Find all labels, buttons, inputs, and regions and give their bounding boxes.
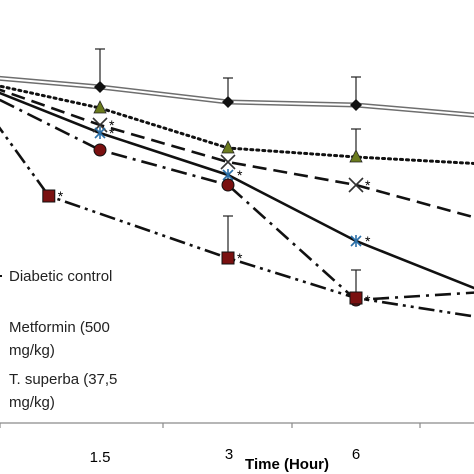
marker-diamond [350,99,362,111]
legend-entry: Diabetic control [9,268,112,285]
marker-triangle [93,100,107,114]
marker-square [349,291,363,305]
marker-x [348,177,364,193]
legend-entry: mg/kg) [9,342,55,359]
x-tick-label: 1.5 [90,449,111,466]
marker-circle [93,143,107,157]
series-line-4 [0,98,474,302]
marker-x [220,154,236,170]
significance-star: * [365,292,371,308]
marker-triangle [349,149,363,163]
marker-square [221,251,235,265]
marker-asterisk [350,235,362,247]
significance-star: * [237,167,243,183]
x-tick-label: 6 [352,446,360,463]
legend-entry: Metformin (500 [9,319,110,336]
marker-square [42,189,56,203]
series-layer: ******** [0,48,474,318]
marker-asterisk [94,127,106,139]
significance-star: * [109,117,115,133]
series-line-2 [0,88,474,219]
significance-star: * [237,250,243,266]
marker-x [92,117,108,133]
significance-star: * [109,125,115,141]
axes-layer: 1.5 3 6 Time (Hour) [0,422,474,473]
x-tick-label: 3 [225,446,233,463]
series-line-5 [0,126,474,318]
legend-entry: T. superba (37,5 [9,371,117,388]
x-axis-title: Time (Hour) [245,456,329,473]
series-line-inner-0 [0,77,474,117]
significance-star: * [58,188,64,204]
legend: Diabetic control Metformin (500 mg/kg) T. s… [0,268,117,411]
marker-diamond [94,81,106,93]
marker-diamond [222,96,234,108]
marker-triangle [221,140,235,154]
marker-circle [221,178,235,192]
significance-star: * [365,233,371,249]
significance-star: * [365,177,371,193]
legend-entry: mg/kg) [9,394,55,411]
